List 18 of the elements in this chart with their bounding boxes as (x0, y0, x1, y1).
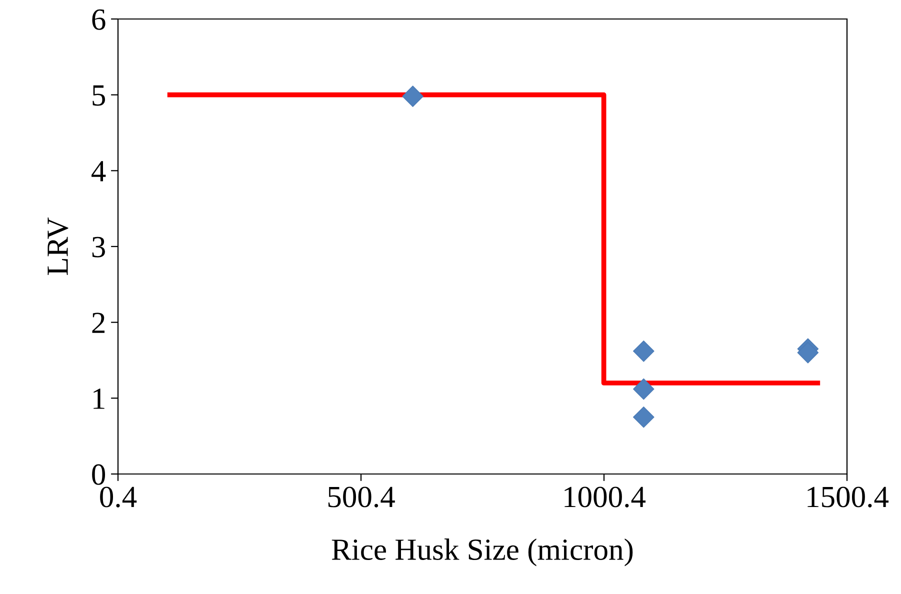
x-tick-label: 1000.4 (564, 486, 646, 508)
y-tick-label: 2 (92, 312, 105, 333)
y-tick-label: 5 (92, 85, 105, 106)
y-tick-label: 3 (92, 236, 105, 258)
y-tick-label: 4 (92, 161, 106, 182)
y-tick-label: 6 (92, 9, 106, 30)
point (633, 406, 654, 428)
x-axis-title: Rice Husk Size (micron) (332, 538, 633, 566)
point (633, 340, 654, 362)
y-axis-title: LRV (48, 218, 68, 275)
y-tick-label: 0 (92, 464, 106, 485)
y-tick-label: 1 (94, 388, 104, 409)
x-tick-label: 1500.4 (808, 486, 889, 508)
x-tick-label: 0.4 (100, 486, 137, 508)
x-tick-label: 500.4 (328, 486, 395, 508)
point (633, 378, 654, 400)
point (402, 86, 424, 107)
point (797, 342, 819, 364)
